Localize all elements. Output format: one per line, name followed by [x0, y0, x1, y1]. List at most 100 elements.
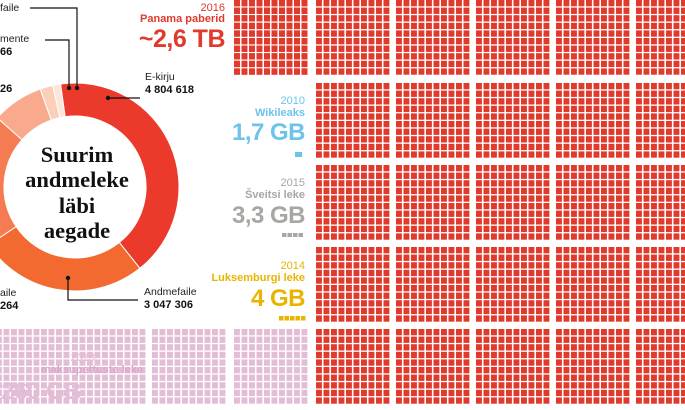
data-square [513, 300, 520, 307]
data-square [353, 351, 360, 359]
data-square [586, 30, 592, 37]
data-square [536, 0, 542, 7]
data-square [346, 53, 352, 60]
data-square [586, 38, 592, 45]
data-square [331, 45, 337, 52]
data-square [571, 151, 577, 158]
data-square [18, 351, 25, 359]
data-square [616, 0, 622, 7]
data-square [376, 38, 382, 45]
data-square [586, 172, 592, 179]
data-square [643, 45, 650, 52]
data-square [636, 367, 642, 374]
data-square [506, 136, 512, 143]
data-square [506, 45, 512, 52]
data-square [323, 225, 330, 233]
data-square [616, 285, 622, 292]
data-square [601, 121, 607, 128]
data-square [383, 136, 390, 143]
data-square [441, 195, 447, 202]
data-square [563, 336, 570, 343]
data-square [528, 105, 535, 113]
data-square [658, 172, 665, 179]
data-square [0, 382, 2, 389]
data-square [491, 307, 497, 315]
data-square [563, 7, 570, 14]
data-square [331, 277, 337, 284]
data-square [361, 180, 367, 187]
data-square [426, 53, 432, 60]
data-square [433, 30, 440, 37]
data-square [316, 277, 322, 284]
data-square [456, 121, 462, 128]
data-square [94, 359, 101, 366]
data-square [636, 121, 642, 128]
data-square [323, 277, 330, 284]
data-square [441, 7, 447, 14]
data-square [601, 136, 607, 143]
data-square [383, 269, 390, 277]
data-square [658, 336, 665, 343]
data-square [543, 389, 550, 397]
data-square [396, 45, 402, 52]
data-square [658, 187, 665, 195]
data-square [651, 172, 657, 179]
data-square [396, 292, 402, 299]
data-square [578, 105, 585, 113]
data-square [483, 113, 490, 120]
data-square [316, 38, 322, 45]
data-square [498, 105, 505, 113]
data-square [608, 165, 615, 172]
data-square [234, 336, 240, 343]
data-square [521, 143, 527, 151]
data-square [543, 22, 550, 30]
data-square [271, 344, 278, 351]
data-square [441, 45, 447, 52]
data-square [476, 151, 482, 158]
data-square [681, 359, 685, 366]
donut-slice [52, 83, 66, 119]
data-square [403, 315, 410, 322]
data-square [0, 367, 2, 374]
data-square [433, 53, 440, 60]
data-square [578, 277, 585, 284]
data-square [197, 382, 203, 389]
data-square [174, 367, 181, 374]
data-square [643, 136, 650, 143]
data-square [528, 22, 535, 30]
data-square [601, 329, 607, 336]
ekirju-callout-dot [105, 95, 111, 101]
data-square [286, 30, 293, 37]
data-square [433, 344, 440, 351]
data-square [616, 83, 622, 90]
data-square [323, 344, 330, 351]
data-square [463, 247, 470, 254]
data-square [586, 315, 592, 322]
data-square [543, 262, 550, 269]
data-square [608, 315, 615, 322]
data-square [316, 233, 322, 240]
data-square [102, 336, 108, 343]
data-square [346, 307, 352, 315]
data-square [483, 15, 490, 22]
data-square [3, 336, 10, 343]
data-square [506, 329, 512, 336]
data-square [316, 307, 322, 315]
data-square [498, 60, 505, 68]
data-square [673, 210, 680, 217]
data-square [426, 300, 432, 307]
data-square [331, 98, 337, 105]
data-square [463, 218, 470, 225]
data-square [643, 68, 650, 75]
data-square [563, 269, 570, 277]
data-square [338, 374, 345, 381]
data-square [543, 7, 550, 14]
data-square [159, 389, 166, 397]
data-square [476, 180, 482, 187]
data-square [601, 397, 607, 404]
data-square [249, 60, 255, 68]
data-square [212, 329, 218, 336]
data-square [323, 0, 330, 7]
data-square [498, 45, 505, 52]
data-square [396, 210, 402, 217]
